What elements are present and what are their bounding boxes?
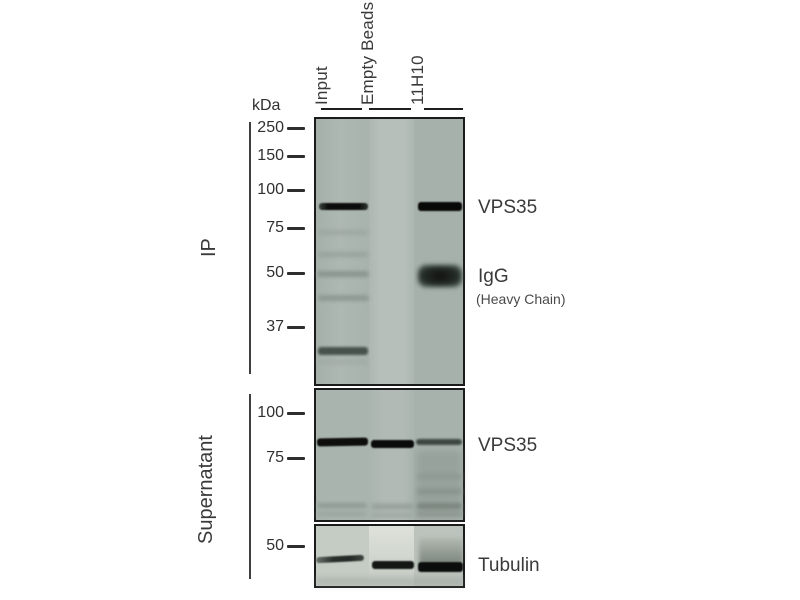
mw-label-ip-37: 37	[266, 318, 284, 335]
band-sup-11h10-vps35	[416, 439, 462, 445]
sup-lane-input	[316, 390, 369, 520]
supernatant-group-bracket	[249, 394, 251, 579]
mw-tick-ip-250	[287, 127, 305, 130]
mw-label-ip-50: 50	[266, 264, 284, 281]
mw-tick-sup-100	[287, 412, 305, 415]
band-faint-input	[317, 271, 369, 277]
ip-lane-input	[316, 119, 369, 384]
group-label-supernatant: Supernatant	[195, 435, 217, 544]
label-igg: IgG	[478, 266, 509, 287]
mw-tick-tub-50	[287, 545, 305, 548]
label-tubulin: Tubulin	[478, 555, 540, 576]
band-faint-input	[318, 360, 368, 364]
mw-label-ip-250: 250	[257, 119, 284, 136]
label-igg-heavy-chain: (Heavy Chain)	[476, 291, 566, 307]
band-faint-sup	[417, 512, 462, 516]
band-faint-input	[318, 295, 369, 301]
mw-tick-ip-150	[287, 155, 305, 158]
band-faint-sup	[317, 503, 367, 508]
mw-tick-ip-100	[287, 189, 305, 192]
band-faint-sup	[417, 489, 462, 494]
band-ip-11h10-vps35	[418, 202, 462, 211]
blot-panel-supernatant-vps35	[314, 388, 465, 522]
band-ip-input-lower	[318, 347, 368, 355]
band-ip-11h10-igg-heavy-chain	[418, 265, 462, 287]
band-faint-input	[318, 252, 368, 257]
mw-label-ip-75: 75	[266, 219, 284, 236]
band-faint-sup	[371, 504, 414, 509]
mw-tick-ip-50	[287, 272, 305, 275]
mw-tick-sup-75	[287, 457, 305, 460]
tub-panel-bottom-shading	[316, 577, 463, 586]
mw-label-sup-100: 100	[257, 404, 284, 421]
lane-underline-input	[321, 108, 362, 110]
mw-tick-ip-37	[287, 326, 305, 329]
lane-label-empty-beads: Empty Beads	[358, 1, 377, 105]
band-faint-sup	[371, 513, 414, 517]
ip-lane-empty-beads	[369, 119, 414, 384]
sup-lane-11h10	[414, 390, 463, 520]
label-sup-vps35: VPS35	[478, 435, 538, 456]
mw-label-ip-100: 100	[257, 181, 284, 198]
mw-label-tub-50: 50	[266, 537, 284, 554]
lane-underline-empty-beads	[369, 108, 411, 110]
band-tub-11h10	[418, 562, 463, 572]
ip-lane-11h10	[414, 119, 463, 384]
group-label-ip: IP	[198, 238, 220, 257]
band-sup-empty-beads-vps35	[371, 440, 414, 448]
lane-label-11h10: 11H10	[408, 55, 427, 105]
label-ip-vps35: VPS35	[478, 197, 538, 218]
mw-tick-ip-75	[287, 227, 305, 230]
band-faint-sup	[417, 503, 462, 509]
band-tub-empty-beads	[372, 561, 414, 569]
band-faint-sup	[417, 474, 462, 479]
band-faint-sup	[317, 512, 367, 516]
blot-panel-ip	[314, 117, 465, 386]
sup-lane-empty-beads	[369, 390, 414, 520]
mw-label-sup-75: 75	[266, 449, 284, 466]
mw-label-ip-150: 150	[257, 147, 284, 164]
smear-tub-11h10	[419, 538, 463, 564]
band-sup-input-vps35	[316, 437, 369, 447]
lane-label-input: Input	[312, 66, 331, 105]
ip-group-bracket	[249, 122, 251, 374]
lane-underline-11h10	[424, 108, 463, 110]
band-faint-input	[318, 230, 368, 235]
tub-lane-empty-beads	[369, 526, 414, 586]
kda-units-label: kDa	[252, 97, 281, 114]
band-ip-input-vps35	[319, 203, 368, 210]
